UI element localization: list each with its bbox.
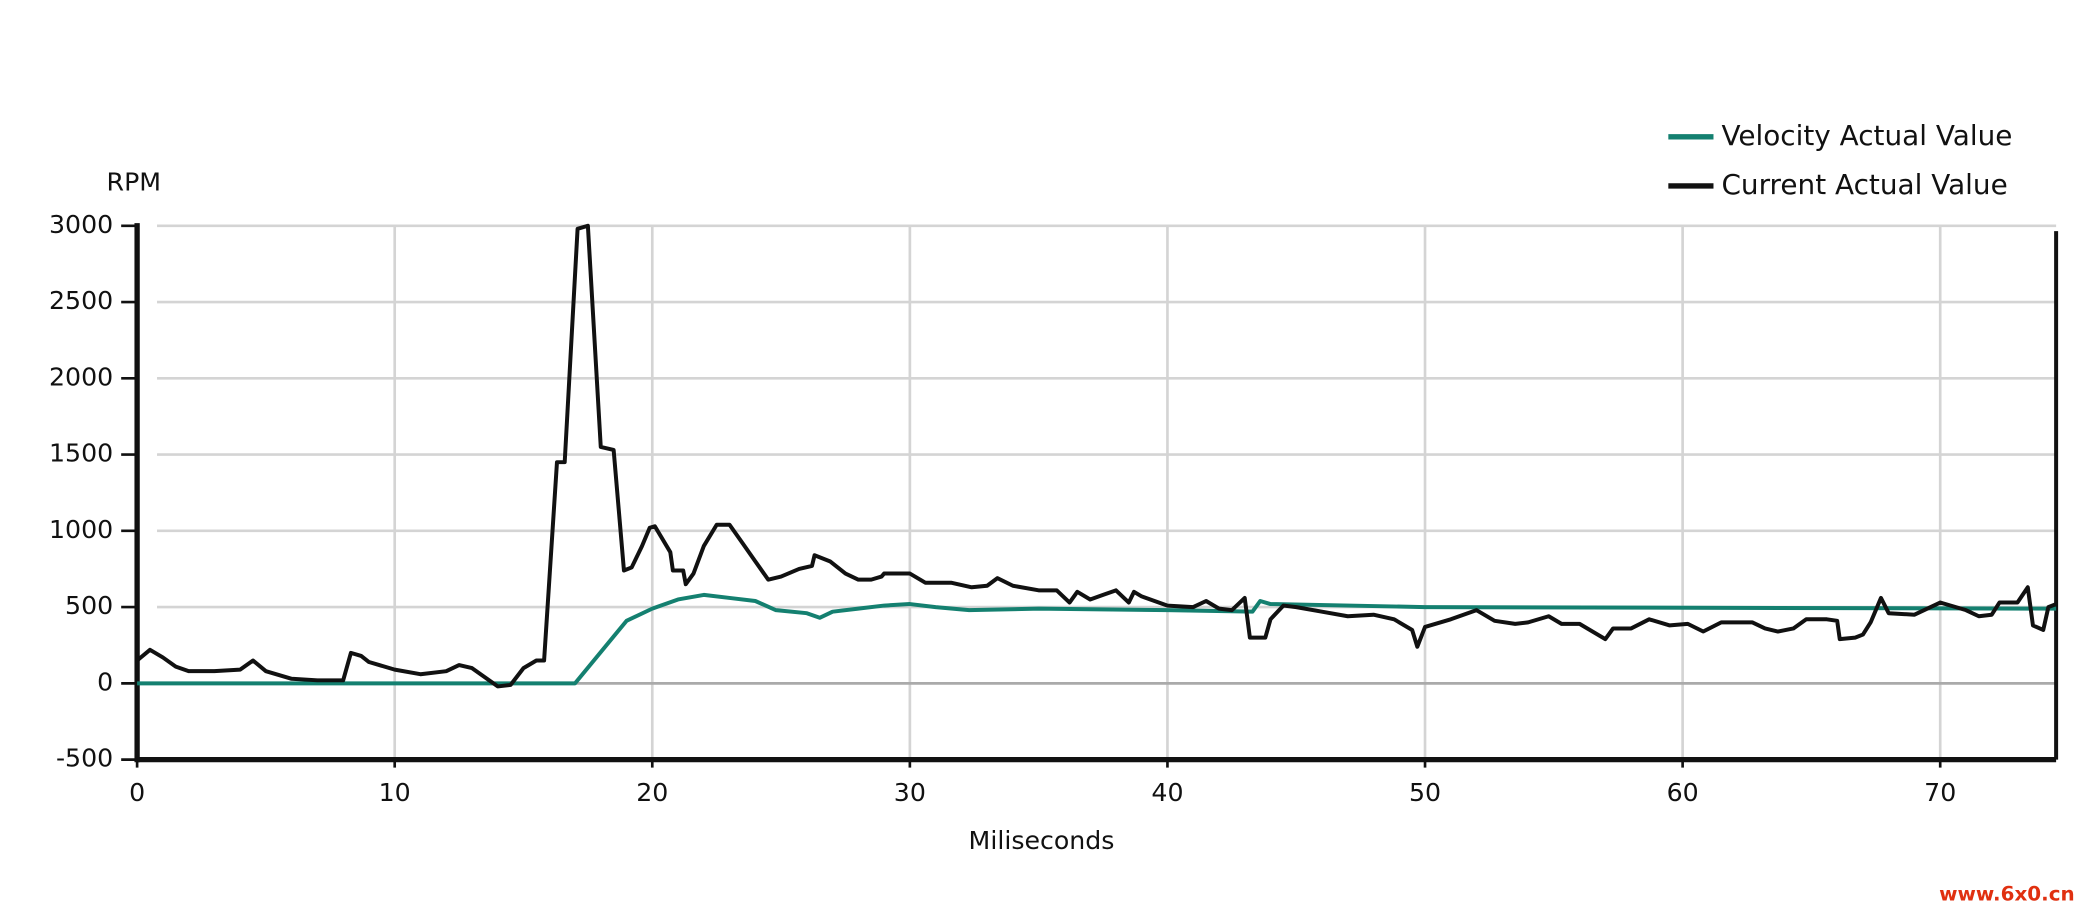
y-tick-label: 1500 bbox=[49, 439, 113, 468]
y-tick-label: 500 bbox=[65, 591, 113, 620]
x-axis-label: Miliseconds bbox=[969, 826, 1115, 855]
x-tick-label: 70 bbox=[1924, 778, 1956, 807]
series-line bbox=[135, 223, 2057, 689]
y-tick-label: 2000 bbox=[49, 362, 113, 391]
series-line bbox=[137, 592, 2057, 686]
x-tick-label: 50 bbox=[1409, 778, 1441, 807]
y-tick-label: -500 bbox=[56, 744, 113, 773]
x-tick-label: 20 bbox=[636, 778, 668, 807]
y-tick-label: 1000 bbox=[49, 515, 113, 544]
x-tick-label: 40 bbox=[1151, 778, 1183, 807]
y-tick-label: 3000 bbox=[49, 210, 113, 239]
legend-label: Velocity Actual Value bbox=[1721, 119, 2012, 152]
y-axis-label: RPM bbox=[107, 167, 161, 196]
x-tick-label: 10 bbox=[379, 778, 411, 807]
x-tick-label: 60 bbox=[1667, 778, 1699, 807]
x-tick-label: 0 bbox=[129, 778, 145, 807]
watermark: www.6x0.cn bbox=[1939, 883, 2075, 906]
legend-label: Current Actual Value bbox=[1721, 168, 2007, 201]
y-tick-label: 2500 bbox=[49, 286, 113, 315]
y-tick-label: 0 bbox=[97, 667, 113, 696]
x-tick-label: 30 bbox=[894, 778, 926, 807]
